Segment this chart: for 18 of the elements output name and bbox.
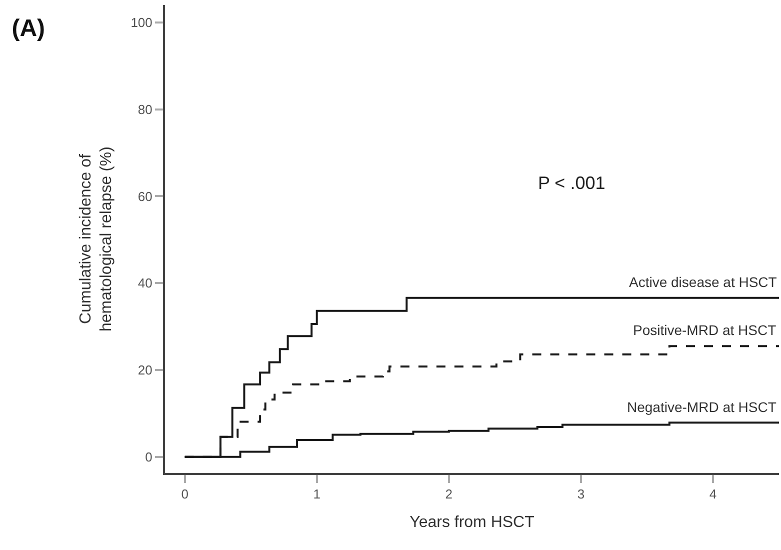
series-label: Negative-MRD at HSCT — [627, 399, 777, 415]
y-tick-label: 20 — [138, 362, 152, 378]
y-tick-label: 0 — [145, 449, 152, 464]
annotation: P < .001 — [538, 173, 606, 193]
x-tick-label: 2 — [445, 486, 453, 502]
x-tick-label: 1 — [313, 486, 320, 502]
y-tick-label: 40 — [138, 276, 152, 291]
y-tick-label: 60 — [138, 188, 152, 204]
x-tick-label: 0 — [181, 486, 188, 502]
x-tick-label: 3 — [577, 486, 585, 502]
series-label: Positive-MRD at HSCT — [633, 322, 777, 338]
y-tick-label: 80 — [138, 102, 152, 117]
series-label: Active disease at HSCT — [629, 274, 778, 290]
x-axis-title: Years from HSCT — [410, 514, 535, 531]
x-tick-label: 4 — [709, 486, 717, 502]
y-tick-label: 100 — [130, 14, 152, 30]
chart-title: (A) — [12, 14, 46, 42]
y-axis-title: Cumulative incidence of hematological relapse (%) — [77, 146, 116, 332]
